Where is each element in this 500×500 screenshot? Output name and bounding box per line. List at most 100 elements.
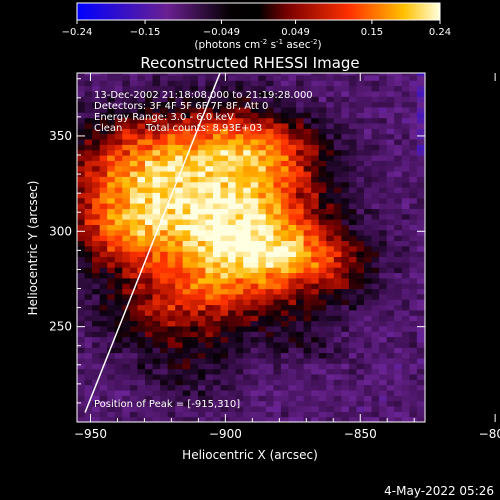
colorbar-unit-label: (photons cm-2 s-1 asec-2) <box>194 38 321 51</box>
heatmap-cell <box>107 219 116 225</box>
heatmap-cell <box>326 373 335 380</box>
heatmap-cell <box>288 416 297 422</box>
heatmap-cell <box>288 395 297 402</box>
heatmap-cell <box>152 235 161 241</box>
heatmap-cell <box>364 261 373 268</box>
heatmap-cell <box>182 181 191 188</box>
heatmap-cell <box>296 384 305 391</box>
heatmap-cell <box>326 304 335 311</box>
heatmap-cell <box>258 283 267 290</box>
heatmap-cell <box>364 139 373 145</box>
heatmap-cell <box>288 133 297 140</box>
heatmap-cell <box>348 347 358 354</box>
heatmap-cell <box>197 240 207 247</box>
heatmap-cell <box>77 272 86 279</box>
heatmap-cell <box>250 133 259 140</box>
heatmap-cell <box>265 288 274 295</box>
heatmap-cell <box>197 229 207 236</box>
heatmap-cell <box>99 352 108 359</box>
heatmap-cell <box>258 171 267 177</box>
heatmap-cell <box>228 208 237 215</box>
heatmap-cell <box>303 331 312 338</box>
heatmap-cell <box>288 112 297 119</box>
heatmap-cell <box>122 320 131 327</box>
heatmap-cell <box>250 187 259 193</box>
heatmap-cell <box>371 149 380 156</box>
heatmap-cell <box>401 213 410 220</box>
heatmap-cell <box>250 251 259 257</box>
colorbar-tick-label-0: −0.24 <box>62 27 93 38</box>
heatmap-cell <box>77 320 86 327</box>
heatmap-cell <box>175 304 184 311</box>
heatmap-cell <box>296 341 305 348</box>
heatmap-cell <box>371 176 380 183</box>
heatmap-cell <box>213 336 222 343</box>
heatmap-cell <box>364 283 373 290</box>
heatmap-cell <box>273 251 282 257</box>
heatmap-cell <box>296 106 305 113</box>
heatmap-cell <box>137 325 146 332</box>
heatmap-cell <box>92 277 101 284</box>
heatmap-cell <box>167 411 176 418</box>
heatmap-cell <box>190 144 199 151</box>
heatmap-cell <box>356 261 365 268</box>
heatmap-cell <box>424 357 425 364</box>
heatmap-cell <box>333 80 342 87</box>
heatmap-cell <box>175 283 184 290</box>
heatmap-cell <box>137 96 146 103</box>
heatmap-cell <box>114 74 123 81</box>
heatmap-cell <box>280 277 290 284</box>
heatmap-cell <box>424 117 425 124</box>
energy-range-text: Energy Range: 3.0 - 6.0 keV <box>94 112 234 123</box>
heatmap-cell <box>386 235 395 241</box>
heatmap-cell <box>394 390 403 396</box>
heatmap-cell <box>379 117 388 124</box>
heatmap-cell <box>250 272 259 279</box>
heatmap-cell <box>213 235 222 241</box>
heatmap-cell <box>424 411 425 418</box>
heatmap-cell <box>213 341 222 348</box>
heatmap-cell <box>348 117 358 124</box>
heatmap-cell <box>220 347 229 354</box>
heatmap-cell <box>220 101 229 108</box>
heatmap-cell <box>167 352 176 359</box>
heatmap-cell <box>182 187 191 193</box>
heatmap-cell <box>326 341 335 348</box>
heatmap-cell <box>333 144 342 151</box>
heatmap-cell <box>228 411 237 418</box>
heatmap-cell <box>190 187 199 193</box>
heatmap-cell <box>107 272 116 279</box>
heatmap-cell <box>197 139 207 145</box>
heatmap-cell <box>394 80 403 87</box>
heatmap-cell <box>197 277 207 284</box>
heatmap-cell <box>341 123 350 129</box>
heatmap-cell <box>265 128 274 135</box>
heatmap-cell <box>213 261 222 268</box>
heatmap-cell <box>318 171 327 177</box>
heatmap-cell <box>341 187 350 193</box>
heatmap-cell <box>386 85 395 92</box>
heatmap-cell <box>243 379 252 386</box>
heatmap-cell <box>318 90 327 97</box>
heatmap-cell <box>258 213 267 220</box>
heatmap-cell <box>333 85 342 92</box>
heatmap-cell <box>197 347 207 354</box>
heatmap-cell <box>197 315 207 322</box>
heatmap-cell <box>318 208 327 215</box>
heatmap-cell <box>175 117 184 124</box>
heatmap-cell <box>333 224 342 231</box>
heatmap-cell <box>243 336 252 343</box>
heatmap-cell <box>280 304 290 311</box>
heatmap-cell <box>394 208 403 215</box>
heatmap-cell <box>250 400 259 407</box>
heatmap-cell <box>122 192 131 199</box>
heatmap-cell <box>250 331 259 338</box>
heatmap-cell <box>92 219 101 225</box>
heatmap-cell <box>197 123 207 129</box>
heatmap-cell <box>364 208 373 215</box>
heatmap-cell <box>129 96 139 103</box>
heatmap-cell <box>364 299 373 306</box>
heatmap-cell <box>288 176 297 183</box>
heatmap-cell <box>114 85 123 92</box>
heatmap-cell <box>341 293 350 300</box>
